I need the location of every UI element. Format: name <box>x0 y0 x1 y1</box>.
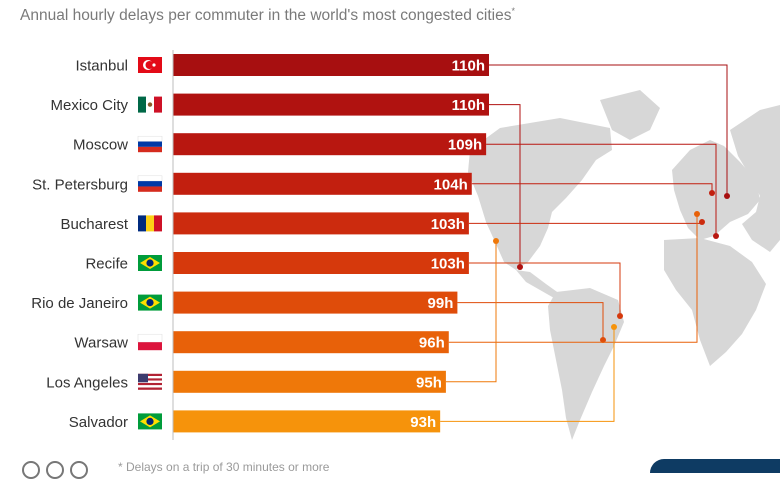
flag-usa-icon <box>138 373 162 390</box>
flag-brazil-icon <box>138 294 162 311</box>
leader-line <box>457 302 604 340</box>
city-dot <box>611 324 617 330</box>
flag-brazil-icon <box>138 255 162 271</box>
value-label: 103h <box>431 256 465 273</box>
city-dot <box>724 193 730 199</box>
leader-line <box>448 214 698 343</box>
category-label: Warsaw <box>74 335 128 352</box>
city-dot <box>600 337 606 343</box>
city-dot <box>493 238 499 244</box>
flag-mexico-icon <box>138 96 162 113</box>
flag-turkey-icon <box>138 57 162 73</box>
value-label: 99h <box>428 295 454 312</box>
bar <box>173 370 446 393</box>
map-greenland <box>600 90 660 140</box>
value-label: 95h <box>416 374 442 391</box>
category-label: Bucharest <box>60 216 128 233</box>
bar <box>173 252 469 274</box>
map-africa <box>664 238 766 366</box>
by-icon[interactable] <box>46 461 64 479</box>
value-label: 96h <box>419 335 445 352</box>
chart-subtitle: Annual hourly delays per commuter in the… <box>20 6 515 25</box>
bar <box>173 212 469 235</box>
footnote: * Delays on a trip of 30 minutes or more <box>118 460 330 474</box>
city-dot <box>617 313 623 319</box>
cc-icon[interactable] <box>22 461 40 479</box>
flag-romania-icon <box>138 215 162 232</box>
city-dot <box>709 190 715 196</box>
bar <box>173 291 458 314</box>
leader-line <box>471 183 713 193</box>
bar <box>173 93 489 116</box>
map-north-america <box>468 118 612 270</box>
value-label: 93h <box>410 414 436 431</box>
value-label: 109h <box>448 137 482 154</box>
value-label: 110h <box>452 58 485 75</box>
value-label: 104h <box>434 176 468 193</box>
bar <box>173 54 489 76</box>
category-label: Mexico City <box>50 97 128 114</box>
map-asia <box>730 105 780 252</box>
world-map <box>468 90 780 440</box>
bar <box>173 410 441 433</box>
bar <box>173 133 487 156</box>
category-label: St. Petersburg <box>32 176 128 193</box>
value-label: 103h <box>431 216 465 233</box>
leader-line <box>489 64 728 196</box>
city-dot <box>699 219 705 225</box>
leader-line <box>468 262 621 316</box>
value-label: 110h <box>452 97 485 114</box>
category-label: Recife <box>85 256 128 273</box>
flag-brazil-icon <box>138 413 162 430</box>
flag-russia-icon <box>137 175 163 192</box>
city-dot <box>713 233 719 239</box>
brand-logo[interactable] <box>650 459 780 473</box>
bar <box>173 172 472 195</box>
city-dot <box>694 211 700 217</box>
flag-russia-icon <box>137 135 163 153</box>
leader-line <box>489 104 521 267</box>
bar <box>173 331 449 354</box>
city-dot <box>517 264 523 270</box>
leader-line <box>486 143 717 236</box>
category-label: Moscow <box>73 137 128 154</box>
category-label: Rio de Janeiro <box>31 295 128 312</box>
category-label: Istanbul <box>75 58 128 75</box>
flag-poland-icon <box>137 333 163 351</box>
leader-line <box>445 241 497 383</box>
map-south-america <box>548 288 624 440</box>
category-label: Los Angeles <box>46 374 128 391</box>
category-label: Salvador <box>69 414 128 431</box>
bars: 110h Istanbul 110h Mexico City 109h Moscow 104… <box>31 54 489 433</box>
map-central-america <box>516 270 560 298</box>
leader-lines <box>440 64 730 422</box>
leader-line <box>440 327 615 422</box>
nd-icon[interactable] <box>70 461 88 479</box>
